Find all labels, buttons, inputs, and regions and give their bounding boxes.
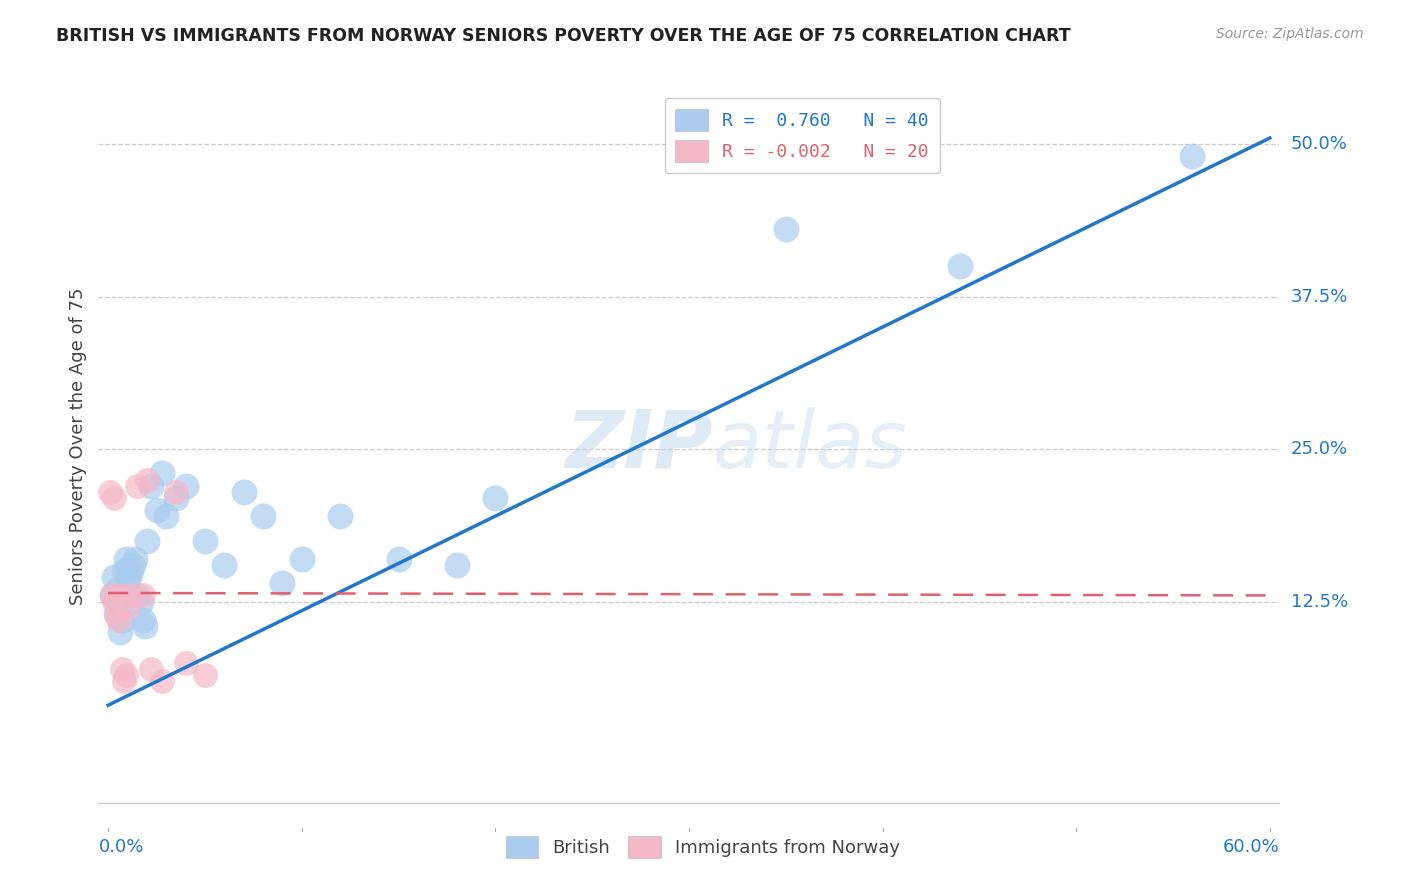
Point xyxy=(174,656,197,670)
Point xyxy=(103,491,125,505)
Point xyxy=(165,491,187,505)
Point xyxy=(139,662,162,676)
Text: 12.5%: 12.5% xyxy=(1291,592,1348,610)
Point xyxy=(118,570,141,584)
Legend: British, Immigrants from Norway: British, Immigrants from Norway xyxy=(499,829,907,865)
Point xyxy=(150,673,173,688)
Point xyxy=(194,533,217,548)
Point xyxy=(135,533,157,548)
Text: Source: ZipAtlas.com: Source: ZipAtlas.com xyxy=(1216,27,1364,41)
Point xyxy=(1181,149,1204,163)
Point xyxy=(271,576,294,591)
Point xyxy=(214,558,236,572)
Text: atlas: atlas xyxy=(713,407,907,485)
Point xyxy=(114,551,136,566)
Y-axis label: Seniors Poverty Over the Age of 75: Seniors Poverty Over the Age of 75 xyxy=(69,287,87,605)
Point xyxy=(114,667,136,681)
Point xyxy=(132,589,155,603)
Point xyxy=(101,589,124,603)
Point xyxy=(135,473,157,487)
Point xyxy=(484,491,506,505)
Point xyxy=(112,564,135,578)
Point xyxy=(132,613,155,627)
Point xyxy=(122,558,145,572)
Point xyxy=(108,625,131,640)
Point xyxy=(145,503,167,517)
Point xyxy=(949,259,972,273)
Point xyxy=(232,484,254,499)
Point xyxy=(252,509,274,524)
Point xyxy=(120,589,142,603)
Text: 50.0%: 50.0% xyxy=(1291,135,1347,153)
Point xyxy=(108,600,131,615)
Point xyxy=(127,478,149,492)
Point xyxy=(150,467,173,481)
Point xyxy=(139,478,162,492)
Legend: R =  0.760   N = 40, R = -0.002   N = 20: R = 0.760 N = 40, R = -0.002 N = 20 xyxy=(665,98,939,173)
Point xyxy=(120,564,142,578)
Point xyxy=(104,594,127,608)
Point xyxy=(329,509,352,524)
Text: 37.5%: 37.5% xyxy=(1291,287,1348,306)
Text: 60.0%: 60.0% xyxy=(1223,838,1279,855)
Point xyxy=(104,607,127,621)
Point xyxy=(129,594,152,608)
Point xyxy=(194,667,217,681)
Point xyxy=(107,582,129,597)
Point xyxy=(111,662,134,676)
Point xyxy=(103,570,125,584)
Point xyxy=(174,478,197,492)
Point xyxy=(101,589,124,603)
Point xyxy=(134,619,156,633)
Point xyxy=(108,589,131,603)
Point xyxy=(124,551,146,566)
Point xyxy=(103,594,125,608)
Point xyxy=(104,607,127,621)
Point xyxy=(775,222,797,236)
Point xyxy=(291,551,314,566)
Text: ZIP: ZIP xyxy=(565,407,713,485)
Point xyxy=(117,576,139,591)
Point xyxy=(165,484,187,499)
Point xyxy=(155,509,177,524)
Point xyxy=(111,613,134,627)
Text: 0.0%: 0.0% xyxy=(98,838,143,855)
Point xyxy=(446,558,468,572)
Point xyxy=(112,673,135,688)
Point xyxy=(117,600,139,615)
Point xyxy=(127,589,149,603)
Point xyxy=(107,613,129,627)
Point xyxy=(117,564,139,578)
Point xyxy=(387,551,409,566)
Text: BRITISH VS IMMIGRANTS FROM NORWAY SENIORS POVERTY OVER THE AGE OF 75 CORRELATION: BRITISH VS IMMIGRANTS FROM NORWAY SENIOR… xyxy=(56,27,1071,45)
Point xyxy=(98,484,121,499)
Text: 25.0%: 25.0% xyxy=(1291,440,1348,458)
